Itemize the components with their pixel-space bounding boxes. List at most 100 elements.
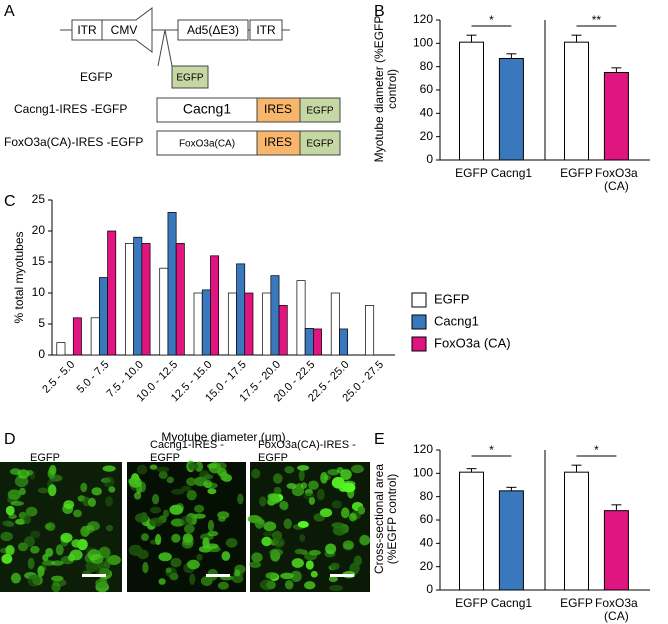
cell (103, 476, 115, 488)
cell (27, 557, 35, 570)
cell (298, 469, 305, 482)
legend-swatch (411, 314, 427, 330)
cell (251, 468, 261, 479)
bar (459, 41, 484, 161)
cell (170, 488, 185, 495)
cell (259, 579, 274, 591)
x-tick-label: FoxO3a (CA) (595, 596, 638, 623)
bar (107, 230, 117, 356)
cell (23, 536, 35, 547)
cell (49, 464, 57, 476)
cell (10, 501, 24, 507)
cell (55, 544, 64, 556)
cell (251, 552, 263, 563)
cell (353, 555, 362, 566)
legend-label: Cacng1 (434, 313, 479, 328)
y-tick-label: 60 (420, 512, 434, 526)
cell (186, 489, 197, 501)
part-label: FoxO3a(CA) (179, 139, 235, 150)
cell (214, 462, 227, 470)
cell (308, 549, 321, 556)
cell (158, 470, 168, 479)
cell (133, 491, 142, 500)
part-label: IRES (264, 135, 292, 149)
scale-bar (82, 574, 106, 577)
cell (340, 469, 352, 480)
cell (199, 470, 210, 482)
cell (170, 557, 182, 568)
bar (244, 292, 254, 356)
x-tick-label: EGFP (455, 166, 488, 180)
cell (47, 484, 57, 497)
cell (176, 502, 184, 513)
egfp-box (299, 130, 341, 156)
cell (304, 581, 316, 590)
cell (265, 572, 278, 580)
panel-label: D (4, 431, 16, 448)
cell (284, 466, 295, 474)
y-axis-label: % total myotubes (12, 231, 26, 323)
y-tick-label: 120 (413, 442, 433, 456)
cell (207, 519, 215, 532)
y-tick-label: 0 (426, 582, 433, 596)
cell (165, 567, 178, 578)
cell (299, 534, 306, 542)
y-tick-label: 40 (420, 536, 434, 550)
bar (227, 292, 237, 356)
y-tick-label: 40 (420, 106, 434, 120)
cell (80, 482, 88, 493)
part-label: EGFP (306, 106, 334, 117)
y-tick-label: 20 (420, 559, 434, 573)
construct-name: Cacng1-IRES -EGFP (14, 102, 127, 116)
itr-box (249, 19, 283, 41)
cell (286, 482, 297, 489)
vector-label: ITR (256, 23, 276, 37)
cell (290, 570, 302, 582)
cell (149, 464, 158, 470)
y-tick-label: 0 (426, 152, 433, 166)
cell (128, 544, 143, 556)
ad5-box (177, 19, 249, 41)
cell (273, 486, 282, 495)
cell (328, 575, 338, 583)
construct-name: EGFP (80, 70, 113, 84)
part-label: EGFP (176, 73, 204, 84)
cell (50, 560, 64, 566)
bar (313, 328, 322, 356)
cell (203, 479, 213, 489)
cell (23, 514, 31, 524)
cell (134, 513, 149, 523)
egfp-box (299, 97, 341, 123)
cell (294, 548, 306, 555)
cell (30, 530, 41, 539)
part-label: IRES (264, 102, 292, 116)
significance-label: * (594, 443, 599, 457)
cell (45, 547, 54, 557)
y-tick-label: 0 (38, 347, 45, 361)
cell (207, 488, 217, 495)
legend-swatch (411, 336, 427, 352)
vector-diagram (60, 7, 341, 156)
cell (280, 501, 289, 511)
bar (365, 305, 375, 356)
cell (67, 553, 75, 562)
part-label: Cacng1 (183, 101, 231, 117)
legend-label: EGFP (434, 291, 469, 306)
y-tick-label: 100 (413, 36, 433, 50)
cell (188, 462, 199, 471)
y-tick-label: 15 (32, 254, 46, 268)
x-tick-label: EGFP (560, 166, 593, 180)
scale-bar (330, 574, 354, 577)
y-tick-label: 5 (38, 316, 45, 330)
bar (564, 41, 589, 161)
cell (5, 505, 15, 516)
image-caption: FoxO3a(CA)-IRES -EGFP (258, 439, 356, 464)
cell (108, 486, 116, 493)
cell (310, 570, 318, 578)
cell (331, 500, 342, 509)
ires-box (256, 97, 301, 123)
bar (193, 292, 203, 356)
bar (498, 58, 524, 161)
legend-swatch (411, 292, 427, 308)
